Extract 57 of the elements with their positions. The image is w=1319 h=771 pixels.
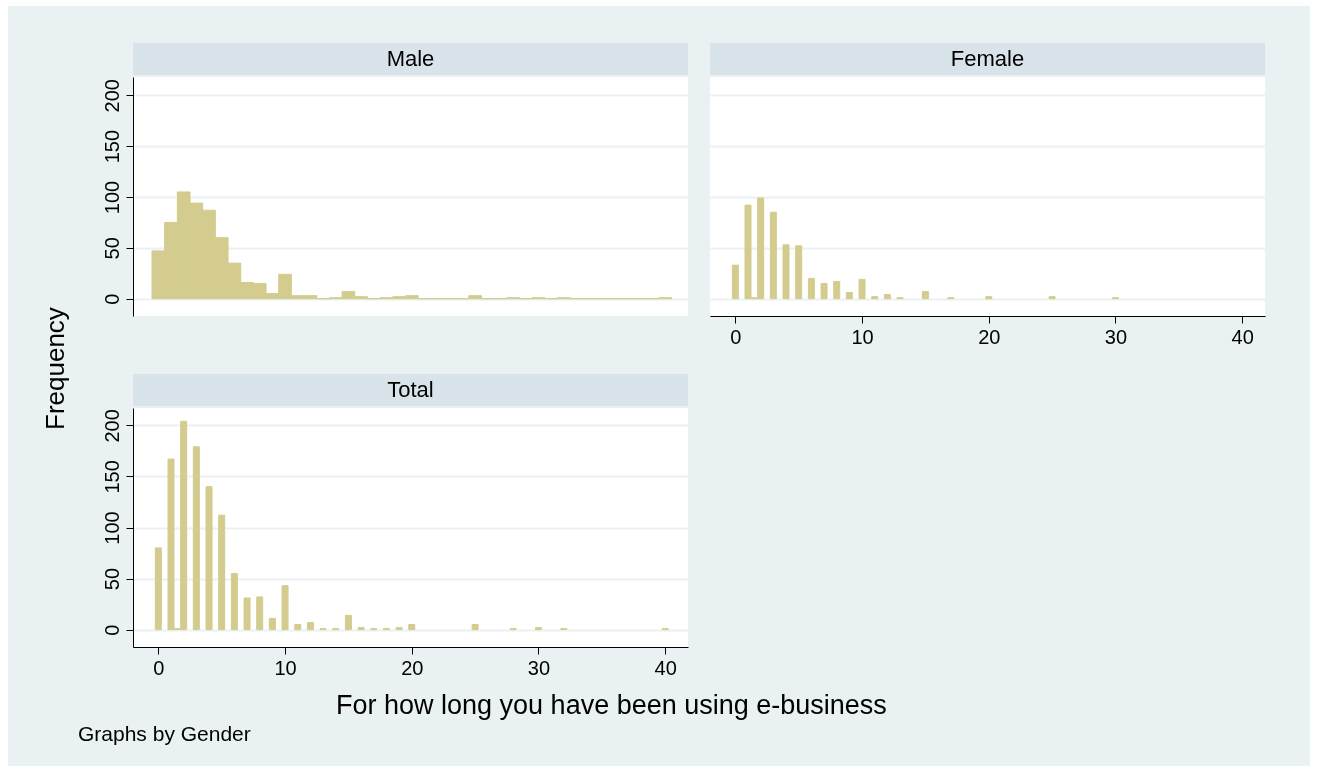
bar	[154, 547, 162, 631]
bar	[395, 627, 403, 631]
x-tick-label: 40	[1231, 325, 1254, 348]
y-tick-label: 200	[100, 409, 123, 443]
bar	[883, 294, 891, 300]
x-axis-title: For how long you have been using e-business	[336, 690, 887, 721]
x-tick-label: 20	[401, 656, 424, 679]
y-tick-label: 50	[100, 567, 123, 591]
bar	[230, 572, 238, 631]
bar	[192, 446, 200, 631]
bar	[294, 624, 302, 631]
bar	[243, 597, 251, 631]
bar	[807, 277, 815, 300]
y-tick-label: 50	[100, 237, 123, 260]
bar	[534, 627, 542, 631]
bar	[256, 596, 264, 631]
bar	[218, 514, 226, 631]
y-tick-label: 100	[100, 511, 123, 545]
bar	[471, 624, 479, 631]
y-tick-label: 200	[100, 79, 123, 113]
x-tick-label: 40	[654, 656, 677, 679]
chart-title: Female	[710, 43, 1265, 75]
bar	[871, 296, 879, 300]
x-tick-label: 20	[978, 325, 1001, 348]
y-tick-label: 0	[100, 293, 123, 305]
bar	[795, 245, 803, 300]
bar	[268, 617, 276, 631]
bar	[1048, 296, 1056, 300]
bar	[769, 211, 777, 300]
x-tick-label: 10	[274, 656, 297, 679]
bar	[306, 621, 314, 631]
x-tick-label: 30	[527, 656, 551, 679]
y-axis-title: Frequency	[40, 307, 71, 430]
x-tick-label: 0	[730, 325, 742, 348]
bar	[858, 278, 866, 300]
bar	[281, 585, 289, 631]
bar	[782, 244, 790, 300]
chart-title: Male	[133, 43, 688, 75]
bar	[845, 292, 853, 300]
bar	[921, 291, 929, 300]
bar	[344, 614, 352, 631]
y-tick-label: 150	[100, 129, 123, 164]
bar	[820, 282, 828, 300]
x-tick-label: 10	[851, 325, 874, 348]
x-tick-label: 30	[1104, 325, 1128, 348]
bar	[985, 296, 993, 300]
y-tick-label: 0	[100, 624, 123, 636]
chart-title: Total	[133, 374, 688, 406]
y-tick-label: 150	[100, 460, 123, 494]
y-tick-label: 100	[100, 180, 123, 215]
bar	[205, 486, 213, 631]
x-tick-label: 0	[153, 656, 165, 679]
bar	[408, 624, 416, 631]
bar	[833, 280, 841, 300]
bar	[357, 627, 365, 631]
text: Graphs by Gender	[78, 722, 251, 746]
bar	[731, 264, 739, 300]
